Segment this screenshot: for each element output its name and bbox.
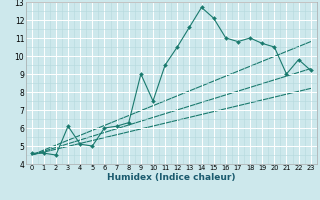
X-axis label: Humidex (Indice chaleur): Humidex (Indice chaleur) [107, 173, 236, 182]
